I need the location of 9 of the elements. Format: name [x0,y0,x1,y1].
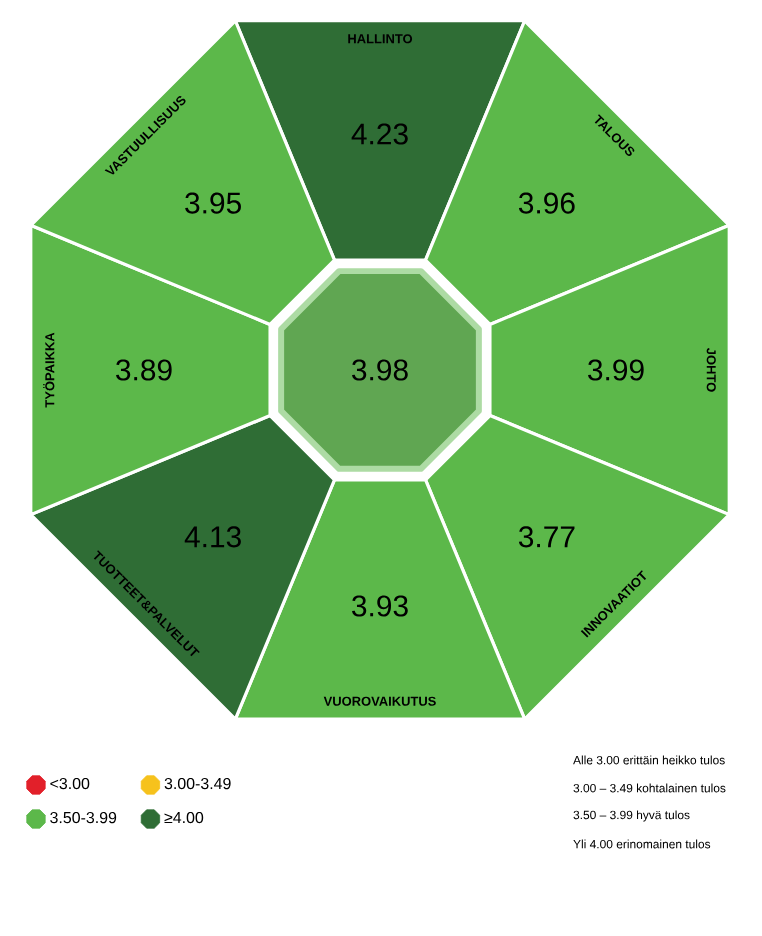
data-label: 3.95 [185,192,241,214]
data-label: 3.89 [116,359,172,381]
data-label: 4.13 [184,526,241,548]
text: 3.98 [352,359,408,381]
data-label: 3.99 [588,359,644,381]
data-label: 3.96 [518,192,575,214]
data-label: 4.23 [351,123,408,145]
data-label: 3.77 [518,526,575,548]
data-label: 3.93 [352,595,408,617]
